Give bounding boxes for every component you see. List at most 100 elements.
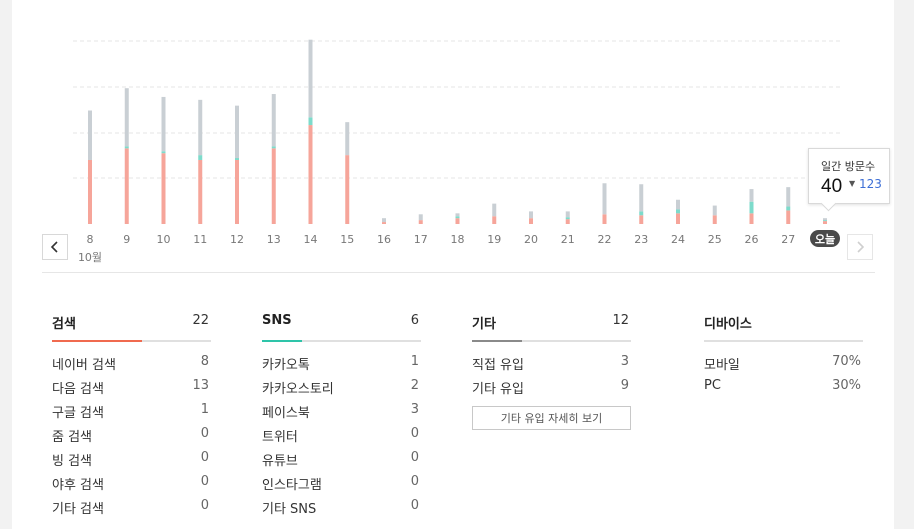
bar-segment-26-0[interactable]: [749, 213, 754, 224]
bar-segment-18-2[interactable]: [455, 213, 460, 217]
bar-segment-16-2[interactable]: [382, 218, 386, 223]
month-label: 10월: [78, 251, 102, 264]
bar-segment-14-0[interactable]: [308, 125, 313, 224]
bar-segment-10-0[interactable]: [161, 153, 166, 224]
etc-detail-button[interactable]: 기타 유입 자세히 보기: [472, 406, 631, 430]
bar-segment-24-1[interactable]: [676, 209, 680, 214]
bar-segment-11-1[interactable]: [198, 155, 203, 160]
x-tick-label: 14: [304, 233, 318, 246]
bar-segment-오늘-1[interactable]: [823, 220, 827, 222]
bar-segment-27-1[interactable]: [786, 206, 791, 211]
bar-segment-15-2[interactable]: [345, 122, 350, 156]
bar-segment-13-0[interactable]: [271, 148, 276, 224]
bar-segment-오늘-2[interactable]: [823, 218, 827, 221]
search-total: 22: [192, 313, 209, 328]
bar-segment-20-2[interactable]: [529, 211, 533, 219]
etc-title: 기타: [472, 317, 496, 332]
bar-segment-8-2[interactable]: [88, 110, 92, 160]
bar-segment-22-2[interactable]: [602, 183, 607, 215]
bar-segment-22-0[interactable]: [602, 214, 607, 224]
bar-segment-27-2[interactable]: [786, 187, 791, 207]
bar-segment-9-0[interactable]: [124, 148, 129, 224]
list-item: 직접 유입 3: [472, 354, 629, 373]
x-tick-label: 11: [193, 233, 207, 246]
list-item: PC 30%: [704, 378, 861, 393]
bar-segment-18-1[interactable]: [455, 216, 460, 219]
bar-segment-21-1[interactable]: [565, 217, 570, 220]
bar-segment-12-0[interactable]: [235, 159, 239, 224]
bar-segment-15-0[interactable]: [345, 155, 350, 224]
bar-segment-10-2[interactable]: [161, 96, 166, 152]
bar-segment-13-2[interactable]: [271, 94, 276, 147]
bar-segment-16-0[interactable]: [382, 222, 386, 224]
bar-segment-17-2[interactable]: [418, 214, 423, 221]
bar-segment-9-2[interactable]: [124, 88, 129, 147]
tooltip-previous: 123: [859, 177, 882, 191]
etc-section: 기타 12 직접 유입 3 기타 유입 9 기타 유입 자세히 보기: [472, 310, 631, 430]
bar-segment-오늘-0[interactable]: [823, 221, 827, 224]
etc-total: 12: [612, 313, 629, 328]
bar-segment-26-1[interactable]: [749, 201, 754, 214]
bar-segment-25-2[interactable]: [712, 205, 717, 216]
bar-segment-19-0[interactable]: [492, 216, 497, 224]
list-item: 네이버 검색 8: [52, 354, 209, 373]
bar-segment-27-0[interactable]: [786, 210, 791, 224]
prev-period-button[interactable]: [42, 234, 68, 260]
bar-segment-21-2[interactable]: [565, 211, 570, 218]
bar-segment-24-0[interactable]: [676, 213, 680, 224]
x-tick-label: 12: [230, 233, 244, 246]
x-tick-label: 8: [87, 233, 94, 246]
x-tick-label: 19: [487, 233, 501, 246]
x-tick-label: 27: [781, 233, 795, 246]
bar-segment-9-1[interactable]: [124, 146, 129, 149]
list-item: 다음 검색 13: [52, 378, 209, 397]
etc-header: 기타 12: [472, 310, 631, 342]
list-item: 모바일 70%: [704, 354, 861, 373]
x-tick-label: 18: [451, 233, 465, 246]
bar-segment-10-1[interactable]: [161, 151, 166, 154]
x-tick-label: 17: [414, 233, 428, 246]
down-arrow-icon: ▼: [849, 179, 856, 188]
bar-segment-23-0[interactable]: [639, 215, 644, 224]
bar-segment-12-1[interactable]: [235, 158, 239, 160]
list-item: 기타 검색 0: [52, 498, 209, 517]
sns-header: SNS 6: [262, 310, 421, 342]
stats-card: [12, 0, 894, 529]
bar-segment-21-0[interactable]: [565, 219, 570, 224]
bar-segment-11-0[interactable]: [198, 159, 203, 224]
search-header: 검색 22: [52, 310, 211, 342]
bar-segment-11-2[interactable]: [198, 99, 203, 156]
bar-segment-19-2[interactable]: [492, 203, 497, 217]
bar-segment-24-2[interactable]: [676, 199, 680, 210]
x-tick-label: 23: [634, 233, 648, 246]
x-tick-label: 24: [671, 233, 685, 246]
bar-segment-23-2[interactable]: [639, 184, 644, 212]
list-item: 빙 검색 0: [52, 450, 209, 469]
bar-segment-12-2[interactable]: [235, 105, 239, 159]
bar-segment-26-2[interactable]: [749, 189, 754, 202]
list-item: 트위터 0: [262, 426, 419, 445]
bar-segment-14-2[interactable]: [308, 39, 313, 118]
x-tick-label: 오늘: [815, 233, 835, 246]
device-header: 디바이스: [704, 310, 863, 342]
bar-segment-20-0[interactable]: [529, 218, 533, 224]
chart-divider: [42, 272, 875, 273]
sns-title: SNS: [262, 313, 292, 328]
bar-segment-8-0[interactable]: [88, 159, 92, 224]
bar-segment-14-1[interactable]: [308, 117, 313, 126]
search-title: 검색: [52, 317, 76, 332]
tooltip-value: 40: [821, 176, 843, 197]
bar-segment-25-0[interactable]: [712, 215, 717, 224]
x-tick-label: 13: [267, 233, 281, 246]
etc-accent-bar: [472, 340, 522, 342]
visit-tooltip: 일간 방문수 40 ▼ 123: [808, 148, 890, 212]
list-item: 카카오스토리 2: [262, 378, 419, 397]
x-tick-label: 16: [377, 233, 391, 246]
bar-segment-17-0[interactable]: [418, 220, 423, 224]
bar-segment-18-0[interactable]: [455, 218, 460, 224]
x-tick-label: 25: [708, 233, 722, 246]
bar-segment-23-1[interactable]: [639, 211, 644, 216]
bar-segment-13-1[interactable]: [271, 146, 276, 149]
next-period-button[interactable]: [847, 234, 873, 260]
x-tick-label: 9: [123, 233, 130, 246]
